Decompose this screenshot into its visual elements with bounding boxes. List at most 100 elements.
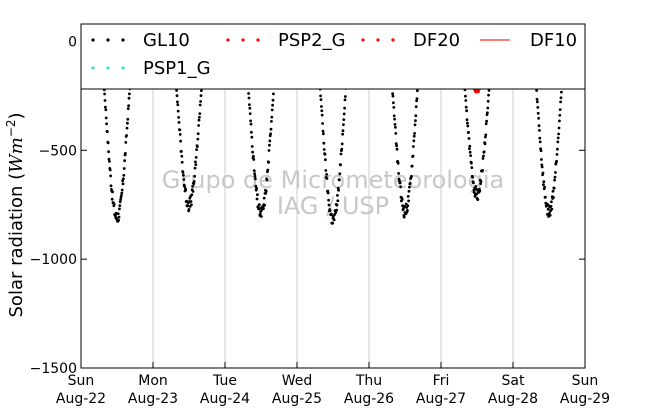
data-point <box>126 107 130 111</box>
legend-label: DF10 <box>530 30 577 51</box>
data-point <box>118 204 122 208</box>
data-point <box>247 96 251 100</box>
data-point <box>182 178 186 181</box>
data-point <box>103 92 106 96</box>
legend-marker-dot <box>256 38 260 42</box>
data-point <box>190 203 193 207</box>
data-point <box>178 133 182 136</box>
data-point <box>125 126 129 130</box>
data-point <box>322 141 326 145</box>
data-point <box>343 98 347 102</box>
data-point <box>270 115 274 119</box>
data-point <box>327 203 331 207</box>
data-point <box>464 99 468 102</box>
legend-label: PSP2_G <box>278 30 346 51</box>
data-point <box>108 160 111 163</box>
data-point <box>271 103 274 107</box>
data-point <box>402 215 406 219</box>
data-point <box>262 196 266 200</box>
data-point <box>468 144 472 148</box>
data-point <box>484 135 487 139</box>
y-tick-label: −1500 <box>30 361 77 377</box>
data-point <box>109 184 113 188</box>
data-point <box>464 94 467 98</box>
data-point <box>341 129 345 133</box>
data-point <box>406 204 410 208</box>
data-point <box>555 159 558 163</box>
data-point <box>126 121 129 125</box>
data-point <box>330 212 333 216</box>
data-point <box>340 147 344 151</box>
data-point <box>269 127 273 131</box>
data-point <box>180 154 184 158</box>
data-point <box>552 196 555 199</box>
data-point <box>338 178 341 182</box>
data-point <box>121 182 125 186</box>
data-point <box>413 132 416 135</box>
data-point <box>342 112 346 116</box>
data-point <box>537 124 541 128</box>
data-point <box>413 123 417 127</box>
data-point <box>541 171 545 175</box>
x-axis: Sun Aug-22 Mon Aug-23 Tue Aug-24 Wed Aug-25 Thu A… <box>56 362 610 407</box>
data-point <box>406 195 410 198</box>
data-point <box>262 207 265 211</box>
data-point <box>481 157 485 160</box>
data-point <box>477 89 480 93</box>
data-point <box>255 197 259 201</box>
data-point <box>468 150 472 154</box>
data-point <box>412 145 415 148</box>
data-point <box>183 184 187 188</box>
legend-box <box>80 23 586 90</box>
data-point <box>198 115 201 119</box>
data-point <box>176 103 180 107</box>
data-point <box>482 154 485 158</box>
data-point <box>200 89 203 92</box>
data-point <box>258 212 262 216</box>
x-tick-label-date: Aug-27 <box>416 391 466 407</box>
data-point <box>340 142 344 146</box>
data-point <box>106 130 109 134</box>
data-point <box>120 188 124 192</box>
data-point <box>335 208 338 212</box>
data-point <box>404 202 408 206</box>
data-point <box>470 161 473 165</box>
watermark-line-1: Grupo de Micrometeorologia <box>162 166 504 194</box>
data-point <box>249 119 253 123</box>
data-point <box>320 113 324 117</box>
legend-label: PSP1_G <box>143 58 211 79</box>
legend-marker-dot <box>106 66 110 70</box>
data-point <box>391 94 395 98</box>
x-tick-label-date: Aug-23 <box>128 391 178 407</box>
data-point <box>331 221 334 225</box>
data-point <box>558 113 562 117</box>
data-point <box>175 89 179 92</box>
data-point <box>125 134 128 137</box>
legend-marker-dot <box>121 38 125 42</box>
data-point <box>486 106 490 110</box>
y-tick-label: −1000 <box>30 252 77 268</box>
data-point <box>335 203 339 207</box>
data-point <box>540 158 543 161</box>
data-point <box>407 199 410 203</box>
data-point <box>550 207 554 211</box>
data-point <box>103 99 107 102</box>
data-point <box>325 173 328 176</box>
data-point <box>250 130 253 134</box>
data-point <box>483 142 487 146</box>
data-point <box>412 139 416 143</box>
data-point <box>536 100 539 104</box>
data-point <box>119 198 122 202</box>
data-point <box>539 149 543 153</box>
legend-marker-dot <box>391 38 395 42</box>
data-point <box>395 147 399 151</box>
data-point <box>126 117 130 121</box>
data-point <box>551 189 555 193</box>
data-point <box>251 150 255 154</box>
data-point <box>540 165 544 169</box>
data-point <box>554 171 557 174</box>
data-point <box>196 137 200 141</box>
data-point <box>181 171 185 174</box>
data-point <box>265 178 269 182</box>
data-point <box>117 219 120 222</box>
